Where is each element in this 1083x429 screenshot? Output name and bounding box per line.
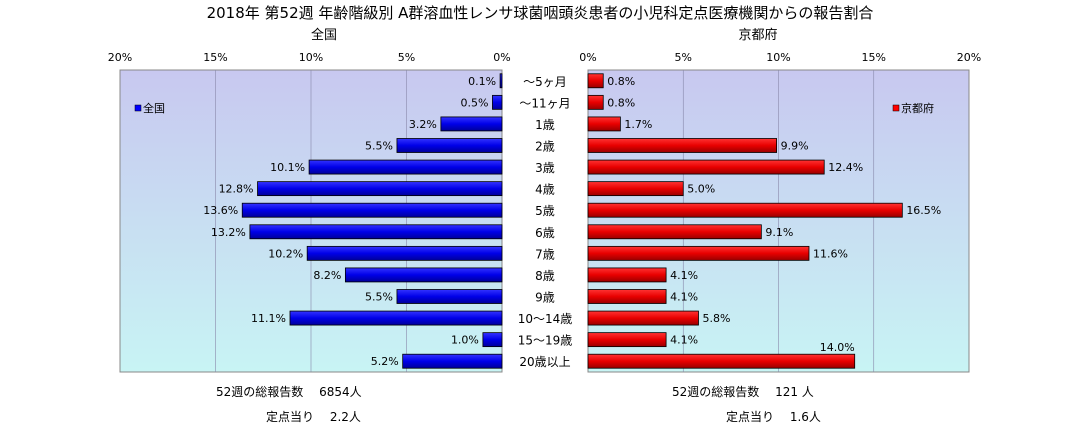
data-label-kyoto: 1.7% — [624, 118, 652, 131]
bar-national — [308, 159, 503, 175]
bar-national — [306, 245, 503, 261]
chart-title: 2018年 第52週 年齢階級別 A群溶血性レンサ球菌咽頭炎患者の小児科定点医療… — [207, 4, 874, 22]
data-label-kyoto: 12.4% — [828, 161, 863, 174]
data-label-kyoto: 5.0% — [687, 183, 715, 196]
data-label-kyoto: 9.9% — [781, 140, 809, 153]
category-label: 5歳 — [535, 204, 555, 218]
bar-kyoto — [587, 73, 604, 89]
category-label: 8歳 — [535, 269, 555, 283]
bar-kyoto — [587, 267, 667, 283]
footer-national-per-site: 定点当り 2.2人 — [266, 410, 361, 424]
x-tick-right: 20% — [957, 51, 981, 64]
legend-national-label: 全国 — [143, 101, 165, 115]
data-label-kyoto: 0.8% — [607, 75, 635, 88]
data-label-kyoto: 11.6% — [813, 247, 848, 260]
category-label: ～11ヶ月 — [519, 96, 570, 110]
legend-kyoto-label: 京都府 — [901, 101, 934, 115]
bar-national — [289, 310, 503, 326]
bar-kyoto — [587, 202, 903, 218]
legend-kyoto: 京都府 — [892, 101, 934, 115]
footer-national-total: 52週の総報告数 6854人 — [216, 385, 362, 399]
data-label-kyoto: 4.1% — [670, 269, 698, 282]
x-tick-left: 15% — [203, 51, 227, 64]
bar-national — [440, 116, 503, 132]
data-label-kyoto: 0.8% — [607, 96, 635, 109]
data-label-national: 10.2% — [268, 247, 303, 260]
data-label-national: 5.5% — [365, 140, 393, 153]
bar-kyoto — [587, 116, 621, 132]
bar-kyoto — [587, 181, 684, 197]
data-label-national: 5.5% — [365, 291, 393, 304]
category-label: 6歳 — [535, 226, 555, 240]
category-label: 2歳 — [535, 140, 555, 154]
bar-national — [241, 202, 503, 218]
x-tick-right: 15% — [862, 51, 886, 64]
data-label-kyoto: 16.5% — [906, 204, 941, 217]
data-label-national: 13.6% — [203, 204, 238, 217]
bar-national — [482, 332, 503, 348]
data-label-national: 10.1% — [270, 161, 305, 174]
bar-kyoto — [587, 310, 699, 326]
data-label-national: 11.1% — [251, 312, 286, 325]
category-label: 7歳 — [535, 247, 555, 261]
bar-kyoto — [587, 289, 667, 304]
x-tick-left: 5% — [398, 51, 415, 64]
panel-title-national: 全国 — [311, 27, 337, 43]
bar-kyoto — [587, 245, 810, 261]
bar-national — [344, 267, 503, 283]
bar-kyoto — [587, 159, 825, 175]
x-tick-right: 0% — [579, 51, 596, 64]
footer-kyoto-total: 52週の総報告数 121 人 — [672, 385, 814, 399]
x-tick-right: 5% — [675, 51, 692, 64]
data-label-kyoto: 4.1% — [670, 291, 698, 304]
x-tick-left: 10% — [299, 51, 323, 64]
data-label-national: 5.2% — [371, 355, 399, 368]
data-label-national: 8.2% — [313, 269, 341, 282]
category-label: 3歳 — [535, 161, 555, 175]
x-tick-left: 20% — [108, 51, 132, 64]
bar-national — [257, 181, 503, 197]
category-label: 9歳 — [535, 291, 555, 305]
category-label: 4歳 — [535, 183, 555, 197]
x-tick-left: 0% — [493, 51, 510, 64]
data-label-national: 0.1% — [468, 75, 496, 88]
bar-national — [396, 138, 503, 153]
bar-national — [402, 353, 503, 369]
legend-national-swatch — [134, 104, 142, 112]
data-label-national: 13.2% — [211, 226, 246, 239]
bar-national — [492, 94, 503, 110]
data-label-national: 0.5% — [460, 96, 488, 109]
data-label-national: 12.8% — [219, 183, 254, 196]
legend-kyoto-swatch — [892, 104, 900, 112]
bar-kyoto — [587, 94, 604, 110]
category-label: 1歳 — [535, 118, 555, 132]
data-label-kyoto: 4.1% — [670, 334, 698, 347]
panel-title-kyoto: 京都府 — [738, 28, 777, 43]
data-label-national: 1.0% — [451, 334, 479, 347]
bar-national — [499, 73, 503, 89]
category-label: 10～14歳 — [518, 312, 573, 326]
bar-kyoto — [587, 353, 856, 369]
category-label: 20歳以上 — [519, 355, 570, 369]
data-label-kyoto: 14.0% — [820, 341, 855, 354]
bar-kyoto — [587, 224, 762, 240]
bar-kyoto — [587, 138, 777, 153]
category-label: 15～19歳 — [518, 334, 573, 348]
data-label-national: 3.2% — [409, 118, 437, 131]
bar-national — [249, 224, 503, 240]
bar-national — [396, 289, 503, 304]
category-label: ～5ヶ月 — [523, 75, 567, 89]
footer-kyoto-per-site: 定点当り 1.6人 — [726, 410, 821, 424]
x-tick-right: 10% — [766, 51, 790, 64]
data-label-kyoto: 5.8% — [702, 312, 730, 325]
legend-national: 全国 — [134, 101, 165, 115]
bar-kyoto — [587, 332, 667, 348]
data-label-kyoto: 9.1% — [765, 226, 793, 239]
